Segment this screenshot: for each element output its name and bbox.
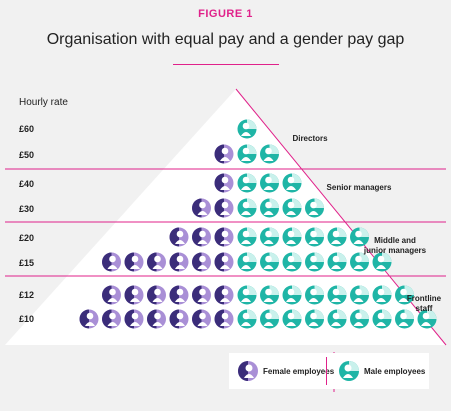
male-employee-icon: [327, 252, 347, 272]
rate-label-40: £40: [19, 179, 35, 189]
male-employee-icon: [339, 361, 359, 381]
female-employee-icon: [169, 252, 189, 272]
male-employee-icon: [417, 309, 437, 329]
rate-label-60: £60: [19, 124, 35, 134]
legend-male-label: Male employees: [364, 367, 426, 376]
female-employee-icon: [214, 173, 234, 193]
male-employee-icon: [260, 198, 279, 218]
female-employee-icon: [124, 252, 144, 272]
rate-label-20: £20: [19, 233, 35, 243]
rate-label-50: £50: [19, 150, 35, 160]
male-employee-icon: [237, 119, 257, 139]
female-employee-icon: [102, 285, 121, 305]
male-employee-icon: [372, 285, 392, 305]
male-employee-icon: [237, 252, 257, 272]
band-label-middle-junior-managers: Middle and junior managers: [355, 236, 435, 256]
female-employee-icon: [214, 285, 234, 305]
female-employee-icon: [147, 285, 166, 305]
band-label-line: junior managers: [363, 246, 427, 255]
band-label-line: staff: [415, 304, 433, 313]
figure-label: FIGURE 1: [198, 8, 253, 20]
female-employee-icon: [169, 227, 189, 247]
female-employee-icon: [124, 285, 144, 305]
female-employee-icon: [214, 144, 234, 164]
female-employee-icon: [79, 309, 99, 329]
female-employee-icon: [147, 252, 166, 272]
male-employee-icon: [305, 285, 324, 305]
female-employee-icon: [169, 309, 189, 329]
male-employee-icon: [350, 309, 369, 329]
male-employee-icon: [327, 227, 347, 247]
female-employee-icon: [192, 285, 211, 305]
axis-label: Hourly rate: [19, 97, 68, 108]
male-employee-icon: [350, 252, 369, 272]
male-employee-icon: [260, 309, 279, 329]
rate-label-15: £15: [19, 258, 35, 268]
male-employee-icon: [237, 309, 257, 329]
male-employee-icon: [282, 285, 302, 305]
female-employee-icon: [192, 227, 211, 247]
male-employee-icon: [305, 309, 324, 329]
band-label-line: Middle and: [374, 236, 416, 245]
legend-female-label: Female employees: [263, 367, 335, 376]
legend-divider: [326, 357, 327, 385]
female-employee-icon: [102, 252, 121, 272]
male-employee-icon: [282, 227, 302, 247]
female-employee-icon: [214, 227, 234, 247]
female-employee-icon: [124, 309, 144, 329]
male-employee-icon: [372, 252, 392, 272]
male-employee-icon: [282, 173, 302, 193]
male-employee-icon: [260, 144, 279, 164]
male-employee-icon: [237, 198, 257, 218]
male-employee-icon: [395, 285, 414, 305]
female-employee-icon: [214, 252, 234, 272]
male-employee-icon: [260, 285, 279, 305]
employee-icons: [79, 119, 437, 329]
male-employee-icon: [305, 252, 324, 272]
band-label-line: Senior managers: [326, 183, 392, 192]
female-employee-icon: [102, 309, 121, 329]
female-employee-icon: [192, 309, 211, 329]
male-employee-icon: [327, 309, 347, 329]
male-employee-icon: [237, 227, 257, 247]
male-employee-icon: [282, 252, 302, 272]
band-label-line: Directors: [292, 134, 328, 143]
female-employee-icon: [147, 309, 166, 329]
male-employee-icon: [327, 285, 347, 305]
legend: Female employees Male employees: [229, 353, 429, 389]
male-employee-icon: [260, 173, 279, 193]
male-employee-icon: [305, 198, 324, 218]
pyramid-right-edge: [235, 88, 447, 346]
male-employee-icon: [305, 227, 324, 247]
title-divider: [173, 64, 279, 65]
male-employee-icon: [260, 252, 279, 272]
female-employee-icon: [238, 361, 258, 381]
male-employee-icon: [372, 309, 392, 329]
female-employee-icon: [214, 309, 234, 329]
rate-label-10: £10: [19, 314, 35, 324]
male-employee-icon: [237, 144, 257, 164]
male-employee-icon: [350, 227, 369, 247]
female-employee-icon: [214, 198, 234, 218]
female-employee-icon: [192, 252, 211, 272]
rate-label-12: £12: [19, 290, 35, 300]
figure-title: Organisation with equal pay and a gender…: [46, 31, 405, 48]
band-label-directors: Directors: [280, 134, 340, 144]
band-label-line: Frontline: [406, 294, 442, 303]
male-employee-icon: [350, 285, 369, 305]
male-employee-icon: [260, 227, 279, 247]
female-employee-icon: [169, 285, 189, 305]
rate-label-30: £30: [19, 204, 35, 214]
band-label-senior-managers: Senior managers: [322, 183, 396, 193]
male-employee-icon: [395, 309, 414, 329]
male-employee-icon: [237, 173, 257, 193]
band-label-frontline-staff: Frontline staff: [402, 294, 446, 314]
male-employee-icon: [282, 198, 302, 218]
female-employee-icon: [192, 198, 211, 218]
male-employee-icon: [282, 309, 302, 329]
male-employee-icon: [237, 285, 257, 305]
